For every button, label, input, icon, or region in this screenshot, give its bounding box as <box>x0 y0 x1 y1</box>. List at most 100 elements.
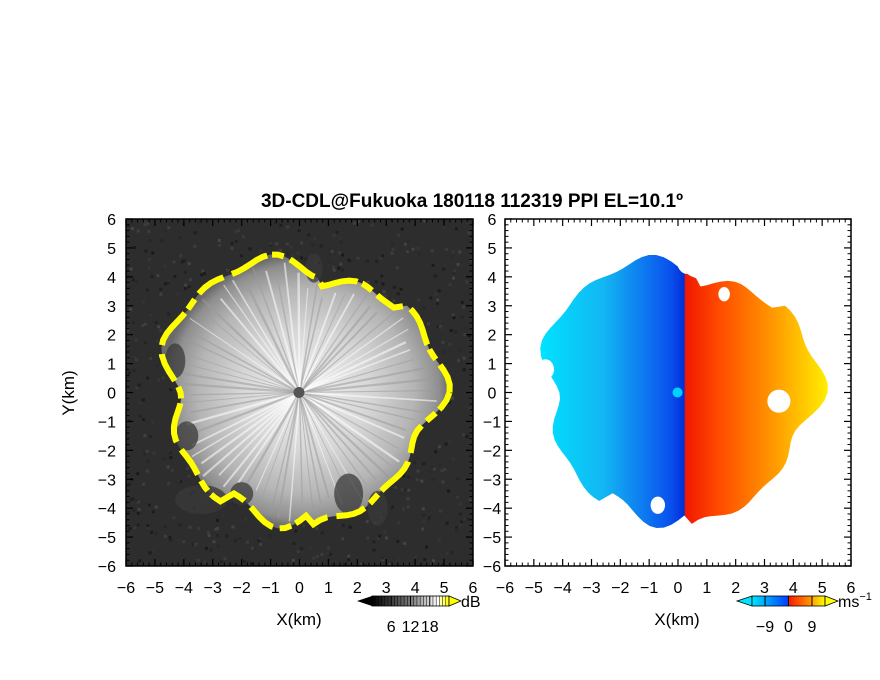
snr-noise-pixel <box>179 254 183 258</box>
y-tick-label: 3 <box>107 299 116 316</box>
snr-noise-pixel <box>431 478 435 482</box>
snr-noise-pixel <box>378 534 382 538</box>
snr-noise-pixel <box>434 274 438 278</box>
snr-noise-pixel <box>299 256 303 260</box>
snr-noise-pixel <box>207 534 211 538</box>
snr-noise-pixel <box>426 322 430 326</box>
snr-noise-pixel <box>187 285 191 289</box>
snr-streak <box>298 288 309 393</box>
snr-noise-pixel <box>354 549 358 553</box>
x-tick-label: 4 <box>789 580 798 597</box>
snr-noise-pixel <box>453 269 457 273</box>
snr-noise-pixel <box>443 225 447 229</box>
snr-noise-pixel <box>290 253 294 257</box>
snr-noise-pixel <box>365 259 369 263</box>
snr-noise-pixel <box>285 242 289 246</box>
snr-streak <box>270 392 301 514</box>
snr-noise-pixel <box>396 539 400 543</box>
snr-noise-pixel <box>257 539 261 543</box>
snr-noise-pixel <box>422 461 426 465</box>
snr-noise-pixel <box>447 489 451 493</box>
x-tick-label: 3 <box>760 580 769 597</box>
snr-noise-pixel <box>179 480 183 484</box>
snr-noise-pixel <box>337 266 341 270</box>
snr-noise-pixel <box>435 301 439 305</box>
snr-noise-pixel <box>427 516 431 520</box>
snr-noise-pixel <box>406 475 410 479</box>
snr-noise-pixel <box>450 396 454 400</box>
snr-streak <box>298 392 322 504</box>
velocity-colorbar-unit-base: ms <box>838 594 859 611</box>
snr-noise-pixel <box>214 527 218 531</box>
snr-noise-pixel <box>237 229 241 233</box>
snr-noise-pixel <box>345 269 349 273</box>
snr-noise-pixel <box>148 239 152 243</box>
snr-noise-pixel <box>329 559 333 563</box>
snr-noise-pixel <box>382 290 386 294</box>
snr-noise-pixel <box>438 463 442 467</box>
snr-noise-pixel <box>167 312 171 316</box>
snr-noise-pixel <box>319 244 323 248</box>
velocity-colorbar-unit-exponent: −1 <box>859 591 872 603</box>
y-tick-label: −1 <box>98 414 116 431</box>
snr-noise-pixel <box>155 364 159 368</box>
snr-noise-pixel <box>138 401 142 405</box>
snr-noise-pixel <box>400 227 404 231</box>
snr-noise-pixel <box>397 521 401 525</box>
snr-noise-pixel <box>429 470 433 474</box>
snr-streak <box>298 392 303 503</box>
snr-noise-pixel <box>300 546 304 550</box>
snr-streak <box>298 311 378 394</box>
snr-noise-pixel <box>458 272 462 276</box>
snr-noise-pixel <box>425 545 429 549</box>
snr-noise-pixel <box>351 255 355 259</box>
snr-noise-pixel <box>390 251 394 255</box>
y-tick-label-middle: 4 <box>488 270 497 287</box>
snr-noise-pixel <box>206 531 210 535</box>
snr-weak-echo-gap <box>305 253 323 283</box>
snr-noise-pixel <box>300 241 304 245</box>
snr-streak <box>288 392 301 522</box>
snr-streak <box>181 362 300 393</box>
snr-noise-pixel <box>452 316 456 320</box>
snr-noise-pixel <box>142 418 146 422</box>
snr-noise-pixel <box>197 526 201 530</box>
snr-noise-pixel <box>223 557 227 561</box>
snr-noise-pixel <box>439 509 443 513</box>
snr-noise-pixel <box>209 548 213 552</box>
y-tick-label-middle: −2 <box>483 443 501 460</box>
snr-noise-pixel <box>184 283 188 287</box>
snr-noise-pixel <box>138 414 142 418</box>
snr-noise-pixel <box>227 241 231 245</box>
snr-noise-pixel <box>162 457 166 461</box>
velocity-colorbar-unit: ms−1 <box>838 591 872 611</box>
y-tick-label-middle: 0 <box>488 386 497 403</box>
snr-streak <box>277 392 301 519</box>
snr-noise-pixel <box>239 254 243 258</box>
y-tick-label-middle: 1 <box>488 357 497 374</box>
snr-noise-pixel <box>151 510 155 514</box>
snr-noise-pixel <box>312 556 316 560</box>
snr-noise-pixel <box>347 258 351 262</box>
snr-noise-pixel <box>403 242 407 246</box>
snr-noise-pixel <box>436 298 440 302</box>
snr-noise-pixel <box>356 256 360 260</box>
snr-noise-pixel <box>131 497 135 501</box>
snr-noise-pixel <box>413 461 417 465</box>
snr-noise-pixel <box>393 486 397 490</box>
snr-noise-pixel <box>454 330 458 334</box>
snr-noise-pixel <box>401 507 405 511</box>
snr-noise-pixel <box>176 479 180 483</box>
snr-noise-pixel <box>421 507 425 511</box>
y-tick-label: −2 <box>98 443 116 460</box>
snr-streak <box>298 391 377 481</box>
snr-noise-pixel <box>313 237 317 241</box>
snr-noise-pixel <box>289 245 293 249</box>
snr-noise-pixel <box>182 540 186 544</box>
snr-noise-pixel <box>391 505 395 509</box>
x-tick-label: 1 <box>702 580 711 597</box>
snr-noise-pixel <box>451 276 455 280</box>
snr-noise-pixel <box>135 386 139 390</box>
snr-streak <box>276 274 301 393</box>
velocity-missing-data-hole <box>718 286 730 302</box>
